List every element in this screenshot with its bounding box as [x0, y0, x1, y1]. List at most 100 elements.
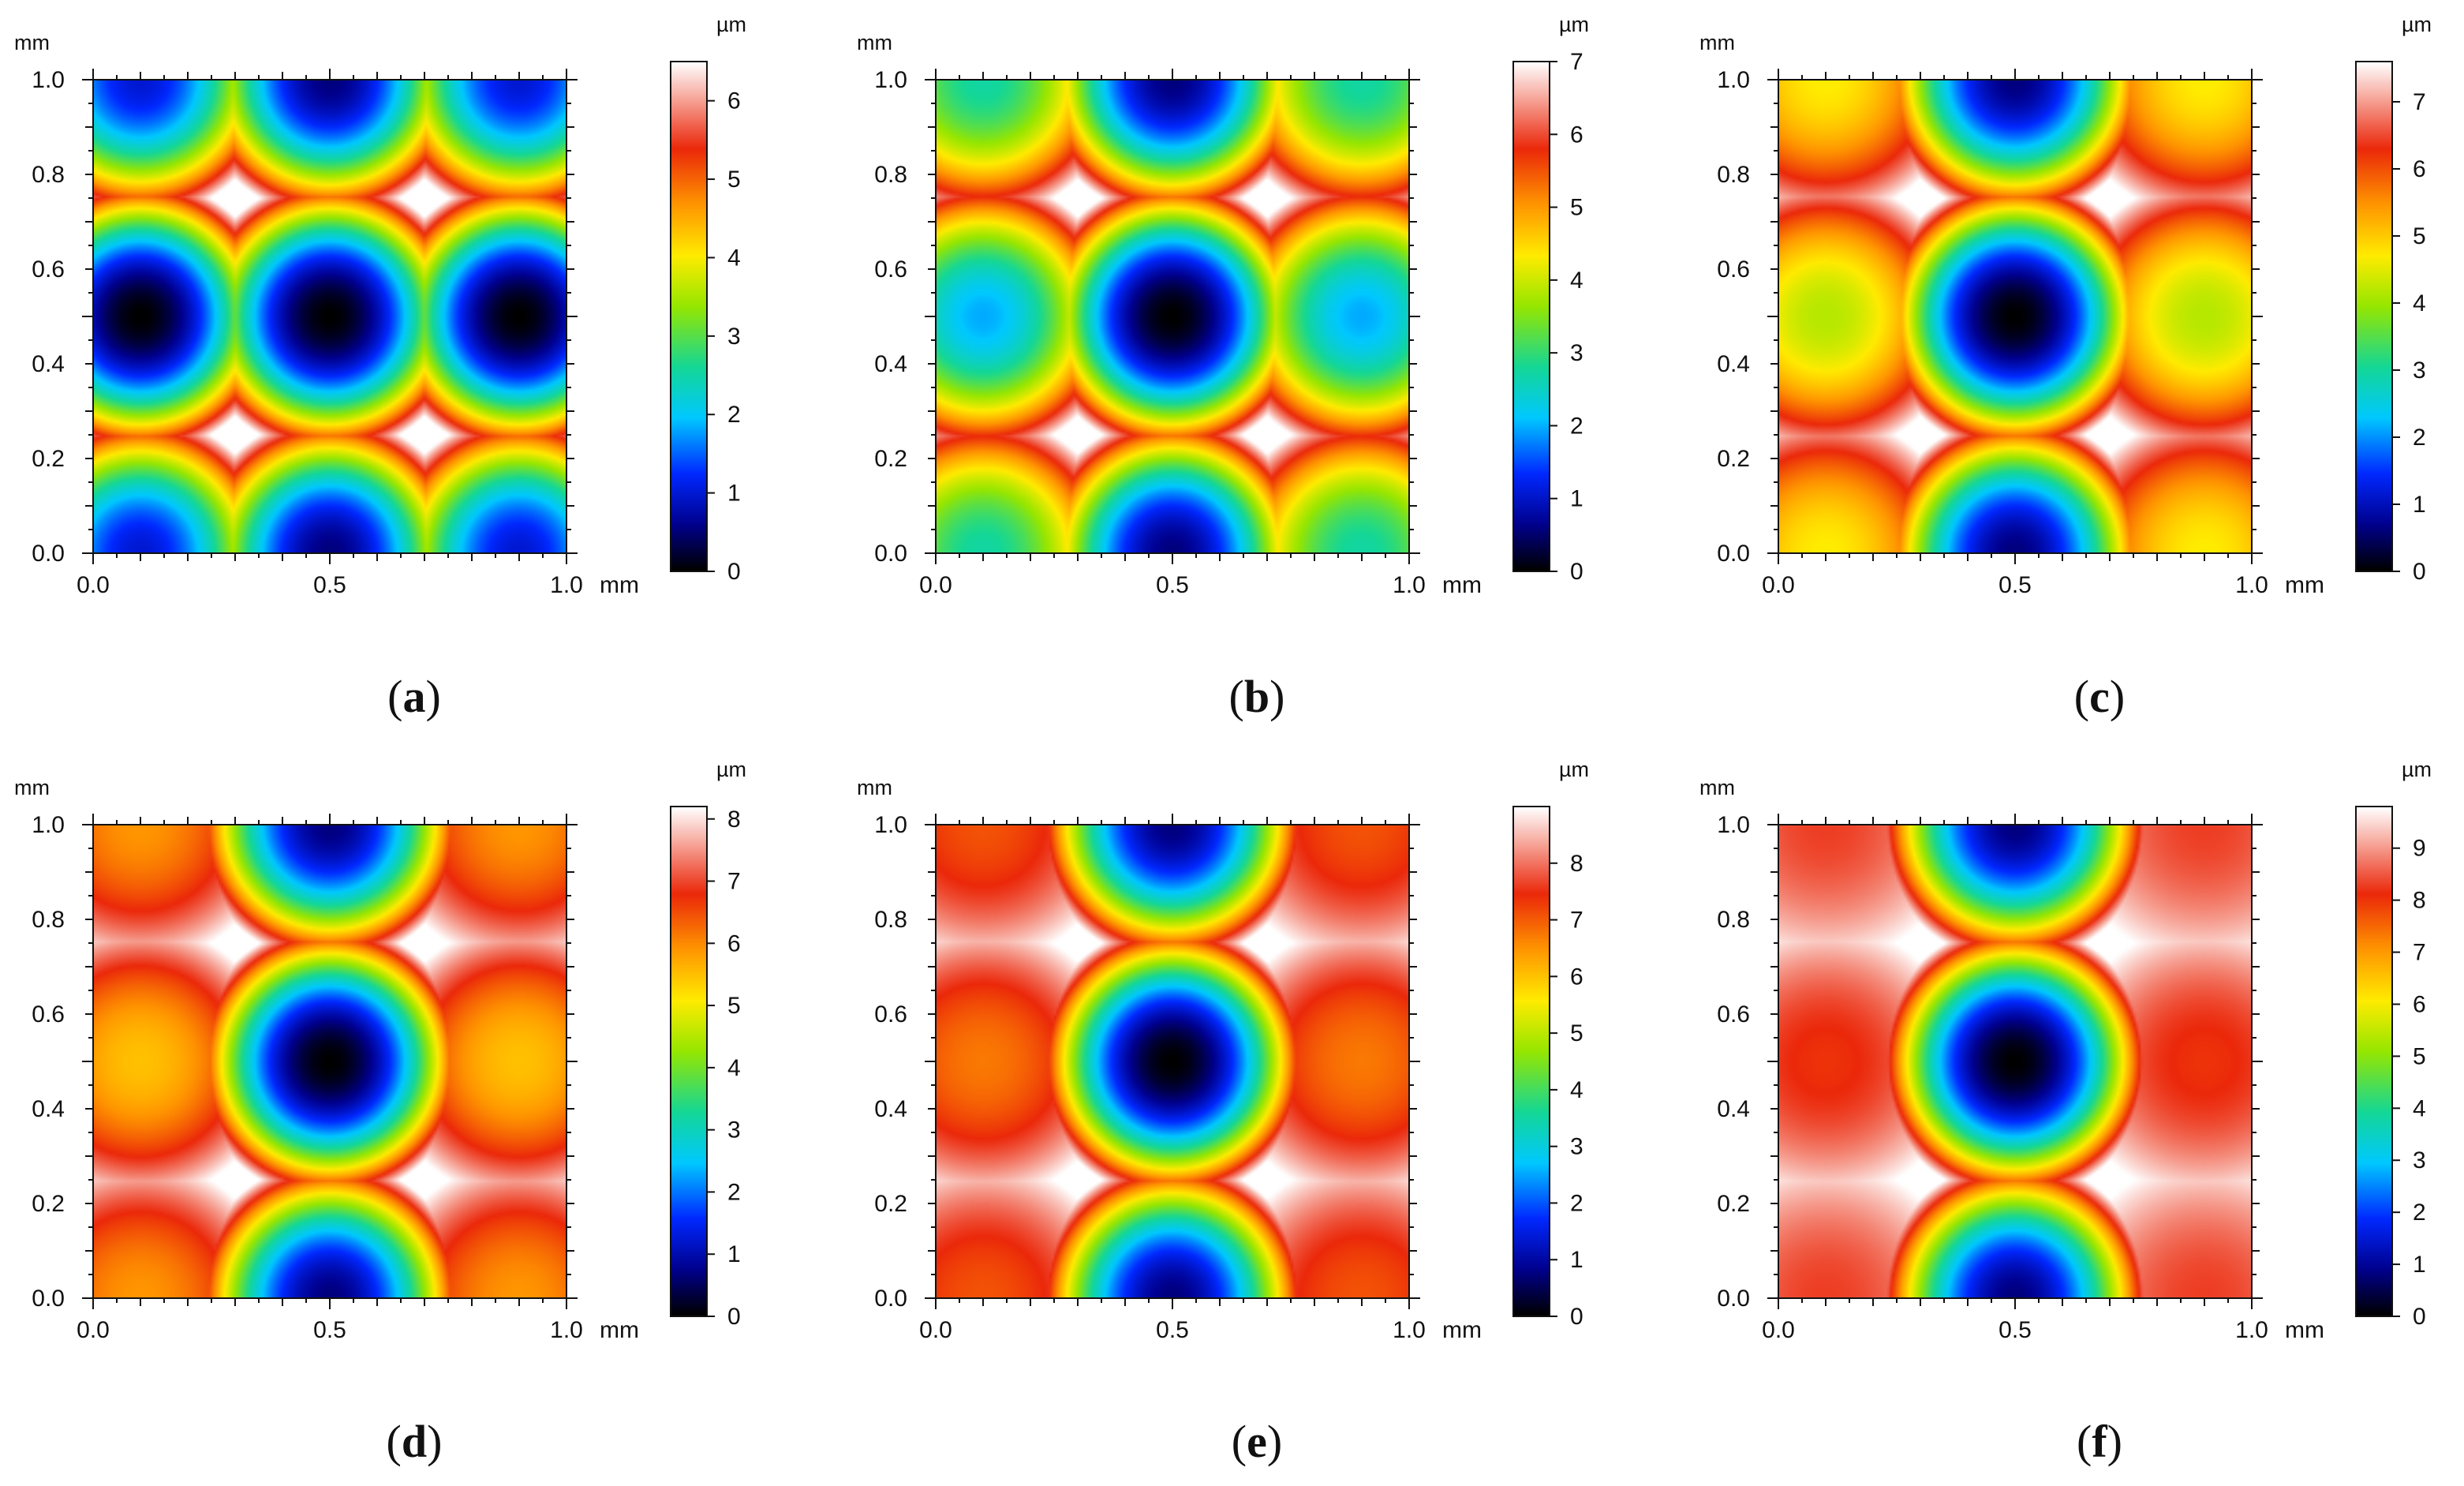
colorbar-tick-label: 4: [727, 1055, 741, 1081]
caption-open-paren: (: [387, 1416, 402, 1467]
x-unit-label: mm: [2285, 1317, 2324, 1343]
colorbar-tick-label: 5: [727, 167, 741, 193]
colorbar-tick-label: 3: [2413, 1147, 2426, 1173]
colorbar-tick-label: 6: [727, 930, 741, 956]
caption-close-paren: ): [1267, 1416, 1282, 1467]
caption-letter: a: [403, 671, 426, 722]
caption-close-paren: ): [426, 671, 441, 722]
colorbar-tick-label: 1: [1570, 486, 1583, 512]
colorbar-tick-label: 3: [2413, 357, 2426, 384]
colorbar-tick-label: 0: [2413, 559, 2426, 585]
colorbar-tick-label: 2: [1570, 1190, 1583, 1216]
colorbar-tick-label: 2: [2413, 425, 2426, 451]
colorbar-tick-label: 0: [1570, 1304, 1583, 1330]
x-tick-label: 0.0: [77, 1317, 110, 1343]
caption-open-paren: (: [1229, 671, 1244, 722]
y-tick-label: 0.8: [874, 907, 907, 933]
panel-d: 0.0 0.5 1.0 mm 0.0 0.2 0.4 0.6 0.8 1.0 mm 0 1 2 3 4 5 6 7 8…: [14, 758, 746, 1467]
panel-caption: (c): [2074, 671, 2125, 722]
x-tick-label: 0.5: [313, 572, 346, 598]
y-tick-label: 0.4: [32, 1096, 65, 1122]
colorbar-tick-label: 6: [2413, 156, 2426, 182]
y-unit-label: mm: [14, 31, 50, 54]
x-tick-label: 1.0: [550, 572, 583, 598]
y-tick-label: 0.0: [874, 541, 907, 567]
colorbar-tick-label: 4: [727, 245, 741, 271]
colorbar-gradient: [1513, 62, 1550, 571]
caption-letter: c: [2089, 671, 2110, 722]
caption-open-paren: (: [1232, 1416, 1247, 1467]
colorbar-gradient: [2356, 807, 2392, 1316]
x-tick-label: 0.5: [1156, 572, 1189, 598]
panel-c: 0.0 0.5 1.0 mm 0.0 0.2 0.4 0.6 0.8 1.0 mm 0 1 2 3 4 5 6 7 µ…: [1699, 13, 2432, 722]
colorbar-tick-label: 3: [1570, 340, 1583, 366]
y-tick-label: 1.0: [874, 67, 907, 93]
caption-open-paren: (: [387, 671, 402, 722]
y-tick-label: 0.8: [1717, 162, 1750, 188]
y-tick-label: 0.2: [1717, 446, 1750, 472]
panel-a: 0.0 0.5 1.0 mm 0.0 0.2 0.4 0.6 0.8 1.0 mm 0 1 2 3 4 5 6 µm…: [14, 13, 746, 722]
y-tick-label: 1.0: [874, 812, 907, 838]
colorbar-tick-label: 3: [727, 324, 741, 350]
colorbar-tick-label: 5: [2413, 223, 2426, 249]
y-tick-label: 0.2: [32, 446, 65, 472]
colorbar-gradient: [2356, 62, 2392, 571]
colorbar-tick-label: 2: [1570, 413, 1583, 439]
y-tick-label: 0.8: [32, 907, 65, 933]
x-tick-label: 1.0: [1393, 1317, 1426, 1343]
y-tick-label: 0.6: [32, 1001, 65, 1027]
y-tick-label: 0.4: [1717, 1096, 1750, 1122]
colorbar-tick-label: 2: [727, 1179, 741, 1205]
caption-close-paren: ): [2107, 1416, 2122, 1467]
x-tick-label: 0.0: [1762, 572, 1795, 598]
caption-open-paren: (: [2077, 1416, 2092, 1467]
x-unit-label: mm: [600, 1317, 639, 1343]
colorbar-tick-label: 1: [727, 481, 741, 507]
panel-caption: (d): [387, 1416, 443, 1467]
colorbar-tick-label: 3: [727, 1117, 741, 1144]
x-tick-label: 0.5: [1998, 572, 2032, 598]
y-tick-label: 0.6: [874, 1001, 907, 1027]
colorbar-tick-label: 7: [2413, 89, 2426, 115]
y-unit-label: mm: [857, 776, 892, 799]
colorbar-tick-label: 7: [1570, 49, 1583, 75]
x-unit-label: mm: [1442, 1317, 1482, 1343]
caption-close-paren: ): [427, 1416, 442, 1467]
y-tick-label: 0.4: [1717, 351, 1750, 377]
panel-caption: (a): [387, 671, 441, 722]
colorbar-tick-label: 0: [2413, 1304, 2426, 1330]
panel-e: 0.0 0.5 1.0 mm 0.0 0.2 0.4 0.6 0.8 1.0 mm 0 1 2 3 4 5 6 7 8…: [857, 758, 1589, 1467]
x-tick-label: 0.5: [1156, 1317, 1189, 1343]
heatmap-image: [93, 825, 566, 1298]
y-tick-label: 0.8: [1717, 907, 1750, 933]
x-tick-label: 1.0: [2235, 572, 2268, 598]
colorbar-tick-label: 4: [2413, 1095, 2426, 1121]
colorbar-tick-label: 9: [2413, 836, 2426, 862]
colorbar-frame: [670, 61, 708, 572]
x-unit-label: mm: [600, 572, 639, 598]
colorbar-frame: [1512, 806, 1550, 1317]
colorbar-gradient: [1513, 807, 1550, 1316]
colorbar-tick-label: 4: [1570, 268, 1583, 294]
y-tick-label: 0.4: [874, 351, 907, 377]
colorbar-tick-label: 5: [1570, 1020, 1583, 1046]
y-unit-label: mm: [14, 776, 50, 799]
colorbar-tick-label: 8: [1570, 851, 1583, 877]
colorbar-tick-label: 1: [1570, 1247, 1583, 1273]
x-tick-label: 1.0: [1393, 572, 1426, 598]
x-tick-label: 0.5: [1998, 1317, 2032, 1343]
heatmap-image: [1778, 80, 2252, 553]
colorbar-tick-label: 0: [727, 1304, 741, 1330]
colorbar-tick-label: 7: [2413, 940, 2426, 966]
y-tick-label: 0.0: [1717, 541, 1750, 567]
colorbar-frame: [2355, 806, 2393, 1317]
colorbar-frame: [1512, 61, 1550, 572]
heatmap-image: [1778, 825, 2252, 1298]
panel-f: 0.0 0.5 1.0 mm 0.0 0.2 0.4 0.6 0.8 1.0 mm 0 1 2 3 4 5 6 7 8…: [1699, 758, 2432, 1467]
colorbar-tick-label: 0: [727, 559, 741, 585]
colorbar-frame: [2355, 61, 2393, 572]
y-tick-label: 0.2: [1717, 1191, 1750, 1217]
colorbar-unit-label: µm: [2402, 13, 2432, 36]
colorbar-tick-label: 6: [1570, 964, 1583, 990]
colorbar-tick-label: 1: [2413, 1252, 2426, 1278]
